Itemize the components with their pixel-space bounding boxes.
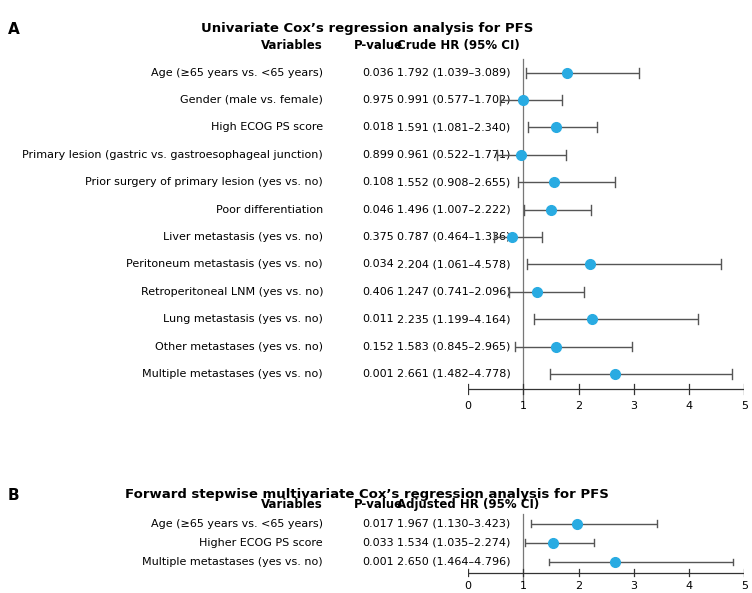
Text: 0.001: 0.001 <box>362 369 394 379</box>
Text: 1.247 (0.741–2.096): 1.247 (0.741–2.096) <box>397 287 511 296</box>
Text: 0.034: 0.034 <box>362 259 394 269</box>
Text: Multiple metastases (yes vs. no): Multiple metastases (yes vs. no) <box>142 557 323 567</box>
Text: 1.496 (1.007–2.222): 1.496 (1.007–2.222) <box>397 205 511 215</box>
Text: 4: 4 <box>686 581 693 591</box>
Text: 1.591 (1.081–2.340): 1.591 (1.081–2.340) <box>397 122 510 132</box>
Text: 0.961 (0.522–1.771): 0.961 (0.522–1.771) <box>397 150 510 160</box>
Text: 0.033: 0.033 <box>362 538 394 548</box>
Text: Liver metastasis (yes vs. no): Liver metastasis (yes vs. no) <box>163 232 323 242</box>
Text: 1: 1 <box>520 400 527 410</box>
Text: 5: 5 <box>741 400 748 410</box>
Text: Adjusted HR (95% CI): Adjusted HR (95% CI) <box>397 498 539 511</box>
Text: 5: 5 <box>741 581 748 591</box>
Text: P-value: P-value <box>353 498 403 511</box>
Text: 2.650 (1.464–4.796): 2.650 (1.464–4.796) <box>397 557 510 567</box>
Text: 1.792 (1.039–3.089): 1.792 (1.039–3.089) <box>397 68 510 78</box>
Text: P-value: P-value <box>353 39 403 52</box>
Text: 3: 3 <box>630 400 638 410</box>
Text: Age (≥65 years vs. <65 years): Age (≥65 years vs. <65 years) <box>151 68 323 78</box>
Text: Prior surgery of primary lesion (yes vs. no): Prior surgery of primary lesion (yes vs.… <box>85 177 323 187</box>
Text: Primary lesion (gastric vs. gastroesophageal junction): Primary lesion (gastric vs. gastroesopha… <box>23 150 323 160</box>
Text: B: B <box>8 488 19 503</box>
Text: 0.046: 0.046 <box>362 205 394 215</box>
Text: Age (≥65 years vs. <65 years): Age (≥65 years vs. <65 years) <box>151 519 323 528</box>
Text: 0.991 (0.577–1.702): 0.991 (0.577–1.702) <box>397 95 510 105</box>
Text: 0.406: 0.406 <box>362 287 394 296</box>
Text: Variables: Variables <box>261 39 323 52</box>
Text: Higher ECOG PS score: Higher ECOG PS score <box>199 538 323 548</box>
Text: 0.017: 0.017 <box>362 519 394 528</box>
Text: 1.552 (0.908–2.655): 1.552 (0.908–2.655) <box>397 177 510 187</box>
Text: Forward stepwise multivariate Cox’s regression analysis for PFS: Forward stepwise multivariate Cox’s regr… <box>125 488 608 501</box>
Text: 1.967 (1.130–3.423): 1.967 (1.130–3.423) <box>397 519 510 528</box>
Text: 2: 2 <box>575 400 582 410</box>
Text: 0.011: 0.011 <box>362 314 394 324</box>
Text: 2.235 (1.199–4.164): 2.235 (1.199–4.164) <box>397 314 510 324</box>
Text: 0.787 (0.464–1.336): 0.787 (0.464–1.336) <box>397 232 510 242</box>
Text: 0.018: 0.018 <box>362 122 394 132</box>
Text: 3: 3 <box>630 581 638 591</box>
Text: Other metastases (yes vs. no): Other metastases (yes vs. no) <box>155 342 323 352</box>
Text: 1.583 (0.845–2.965): 1.583 (0.845–2.965) <box>397 342 510 352</box>
Text: 0.036: 0.036 <box>362 68 394 78</box>
Text: Univariate Cox’s regression analysis for PFS: Univariate Cox’s regression analysis for… <box>201 22 533 35</box>
Text: 0: 0 <box>465 581 472 591</box>
Text: Variables: Variables <box>261 498 323 511</box>
Text: 0.375: 0.375 <box>362 232 394 242</box>
Text: 2: 2 <box>575 581 582 591</box>
Text: Lung metastasis (yes vs. no): Lung metastasis (yes vs. no) <box>163 314 323 324</box>
Text: Poor differentiation: Poor differentiation <box>216 205 323 215</box>
Text: 0.975: 0.975 <box>362 95 394 105</box>
Text: 0.152: 0.152 <box>362 342 394 352</box>
Text: 1: 1 <box>520 581 527 591</box>
Text: 4: 4 <box>686 400 693 410</box>
Text: Crude HR (95% CI): Crude HR (95% CI) <box>397 39 520 52</box>
Text: 2.661 (1.482–4.778): 2.661 (1.482–4.778) <box>397 369 511 379</box>
Text: Peritoneum metastasis (yes vs. no): Peritoneum metastasis (yes vs. no) <box>126 259 323 269</box>
Text: 0.899: 0.899 <box>362 150 394 160</box>
Text: Gender (male vs. female): Gender (male vs. female) <box>180 95 323 105</box>
Text: 0.001: 0.001 <box>362 557 394 567</box>
Text: Multiple metastases (yes vs. no): Multiple metastases (yes vs. no) <box>142 369 323 379</box>
Text: 0.108: 0.108 <box>362 177 394 187</box>
Text: 0: 0 <box>465 400 472 410</box>
Text: 1.534 (1.035–2.274): 1.534 (1.035–2.274) <box>397 538 510 548</box>
Text: A: A <box>8 22 20 37</box>
Text: Retroperitoneal LNM (yes vs. no): Retroperitoneal LNM (yes vs. no) <box>141 287 323 296</box>
Text: 2.204 (1.061–4.578): 2.204 (1.061–4.578) <box>397 259 510 269</box>
Text: High ECOG PS score: High ECOG PS score <box>211 122 323 132</box>
